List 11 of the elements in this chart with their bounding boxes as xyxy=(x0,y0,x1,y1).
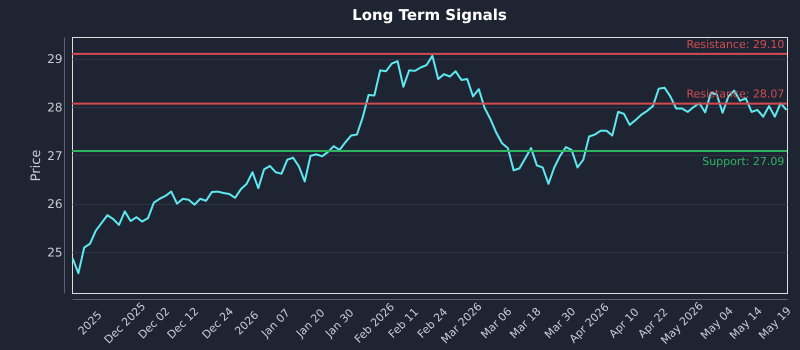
line-series xyxy=(72,54,788,274)
y-axis-title: Price xyxy=(29,150,44,182)
ref-line-label: Support: 27.09 xyxy=(702,154,784,168)
ref-line-label: Resistance: 29.10 xyxy=(686,38,784,51)
y-tick-label: 26 xyxy=(47,197,62,212)
y-tick-label: 29 xyxy=(47,52,62,66)
x-tick-label: Jan 07 xyxy=(258,306,293,341)
y-tick-label: 27 xyxy=(47,148,62,163)
y-tick-label: 25 xyxy=(47,245,62,260)
chart-title: Long Term Signals xyxy=(352,6,507,24)
y-tick-label: 28 xyxy=(47,100,62,115)
